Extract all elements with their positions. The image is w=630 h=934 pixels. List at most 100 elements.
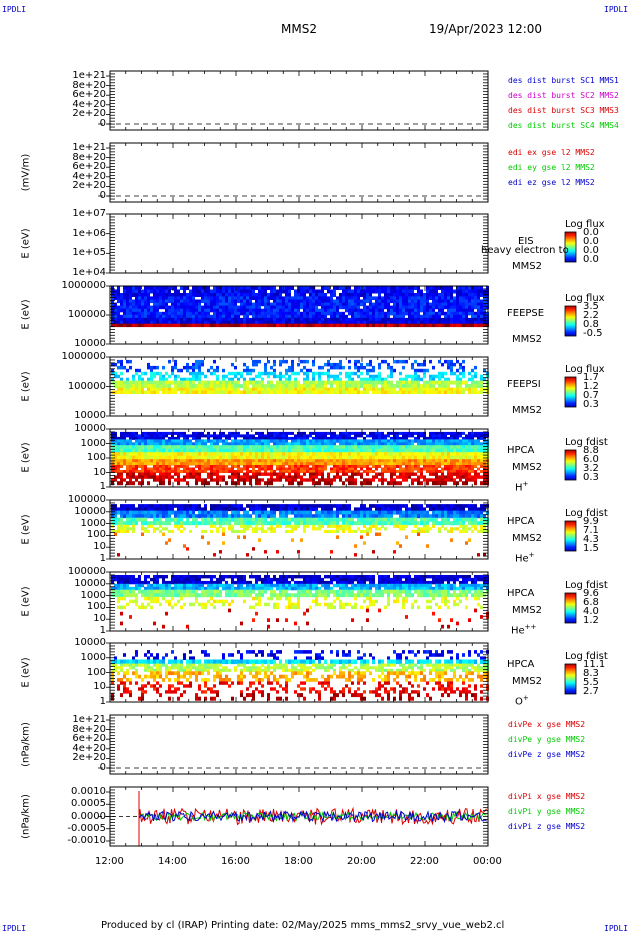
spectrogram-cell-5 xyxy=(294,452,297,457)
spectrogram-cell-3 xyxy=(132,299,135,304)
spectrogram-cell-4 xyxy=(192,384,195,389)
spectrogram-cell-5 xyxy=(321,455,324,460)
spectrogram-cell-3 xyxy=(420,296,423,300)
spectrogram-cell-3 xyxy=(186,317,189,322)
spectrogram-cell-5 xyxy=(345,431,348,435)
spectrogram-cell-5 xyxy=(471,478,474,482)
spectrogram-cell-5 xyxy=(477,467,480,471)
spectrogram-cell-3 xyxy=(183,323,186,328)
spectrogram-cell-3 xyxy=(318,293,321,297)
spectrogram-cell-4 xyxy=(339,380,342,385)
spectrogram-cell-5 xyxy=(255,445,258,450)
spectrogram-cell-4 xyxy=(228,380,231,385)
spectrogram-cell-5 xyxy=(327,455,330,460)
spectrogram-cell-5 xyxy=(354,445,357,450)
spectrogram-cell-3 xyxy=(249,296,252,300)
spectrogram-cell-5 xyxy=(183,465,186,468)
spectrogram-cell-3 xyxy=(174,317,177,322)
spectrogram-cell-4 xyxy=(168,390,171,394)
spectrogram-cell-5 xyxy=(288,467,291,471)
spectrogram-cell-3 xyxy=(189,308,192,313)
spectrogram-cell-5 xyxy=(363,431,366,435)
spectrogram-cell-4 xyxy=(408,374,411,379)
spectrogram-cell-3 xyxy=(333,311,336,316)
spectrogram-cell-5 xyxy=(195,478,198,482)
spectrogram-cell-3 xyxy=(186,293,189,297)
spectrogram-cell-5 xyxy=(435,452,438,457)
spectrogram-cell-3 xyxy=(468,296,471,300)
spectrogram-cell-3 xyxy=(483,320,486,325)
spectrogram-cell-5 xyxy=(126,445,129,450)
spectrogram-cell-3 xyxy=(468,293,471,297)
spectrogram-cell-3 xyxy=(318,289,321,294)
spectrogram-cell-3 xyxy=(396,293,399,297)
spectrogram-cell-3 xyxy=(207,311,210,316)
spectrogram-cell-3 xyxy=(312,302,315,307)
spectrogram-cell-3 xyxy=(294,320,297,325)
spectrogram-cell-4 xyxy=(369,368,372,373)
spectrogram-cell-5 xyxy=(399,459,402,463)
spectrogram-cell-3 xyxy=(126,296,129,300)
spectrogram-cell-4 xyxy=(291,380,294,385)
spectrogram-cell-5 xyxy=(126,467,129,471)
spectrogram-cell-5 xyxy=(183,475,186,479)
spectrogram-cell-5 xyxy=(378,452,381,457)
spectrogram-cell-3 xyxy=(129,299,132,304)
spectrogram-cell-3 xyxy=(114,323,117,328)
spectrogram-cell-3 xyxy=(357,293,360,297)
spectrogram-cell-5 xyxy=(210,472,213,476)
spectrogram-cell-4 xyxy=(147,362,150,367)
spectrogram-cell-4 xyxy=(348,380,351,385)
spectrogram-cell-5 xyxy=(318,467,321,471)
spectrogram-cell-3 xyxy=(156,296,159,300)
spectrogram-cell-5 xyxy=(285,448,288,453)
spectrogram-cell-4 xyxy=(336,380,339,385)
spectrogram-cell-4 xyxy=(399,359,402,364)
spectrogram-cell-5 xyxy=(450,436,453,440)
spectrogram-cell-3 xyxy=(315,308,318,313)
spectrogram-cell-5 xyxy=(231,448,234,453)
spectrogram-cell-5 xyxy=(198,475,201,479)
spectrogram-cell-3 xyxy=(366,317,369,322)
spectrogram-cell-4 xyxy=(225,390,228,394)
spectrogram-cell-3 xyxy=(477,308,480,313)
spectrogram-cell-5 xyxy=(333,448,336,453)
spectrogram-cell-3 xyxy=(294,311,297,316)
spectrogram-cell-3 xyxy=(384,286,387,290)
spectrogram-cell-3 xyxy=(483,323,486,328)
spectrogram-cell-3 xyxy=(288,302,291,307)
spectrogram-cell-3 xyxy=(405,308,408,313)
spectrogram-cell-3 xyxy=(264,320,267,325)
spectrogram-cell-4 xyxy=(321,380,324,385)
spectrogram-cell-5 xyxy=(291,475,294,479)
spectrogram-cell-4 xyxy=(339,387,342,392)
spectrogram-cell-4 xyxy=(348,390,351,394)
spectrogram-cell-3 xyxy=(402,305,405,310)
spectrogram-cell-4 xyxy=(249,380,252,385)
spectrogram-cell-3 xyxy=(147,286,150,290)
spectrogram-cell-5 xyxy=(204,439,207,443)
spectrogram-cell-4 xyxy=(330,362,333,367)
spectrogram-cell-3 xyxy=(174,305,177,310)
spectrogram-cell-3 xyxy=(411,305,414,310)
spectrogram-cell-3 xyxy=(378,323,381,328)
spectrogram-cell-4 xyxy=(288,365,291,370)
spectrogram-cell-5 xyxy=(369,470,372,473)
spectrogram-cell-4 xyxy=(378,374,381,379)
spectrogram-cell-4 xyxy=(120,371,123,376)
spectrogram-cell-5 xyxy=(360,481,363,486)
spectrogram-cell-5 xyxy=(321,462,324,466)
spectrogram-cell-5 xyxy=(228,448,231,453)
spectrogram-cell-3 xyxy=(303,296,306,300)
spectrogram-cell-3 xyxy=(111,314,114,319)
spectrogram-cell-4 xyxy=(195,387,198,392)
spectrogram-cell-4 xyxy=(330,374,333,379)
spectrogram-cell-3 xyxy=(399,305,402,310)
spectrogram-cell-5 xyxy=(162,431,165,435)
spectrogram-cell-5 xyxy=(474,475,477,479)
spectrogram-cell-3 xyxy=(408,305,411,310)
spectrogram-cell-3 xyxy=(453,296,456,300)
spectrogram-cell-4 xyxy=(450,359,453,364)
spectrogram-cell-3 xyxy=(396,323,399,328)
spectrogram-cell-3 xyxy=(399,293,402,297)
